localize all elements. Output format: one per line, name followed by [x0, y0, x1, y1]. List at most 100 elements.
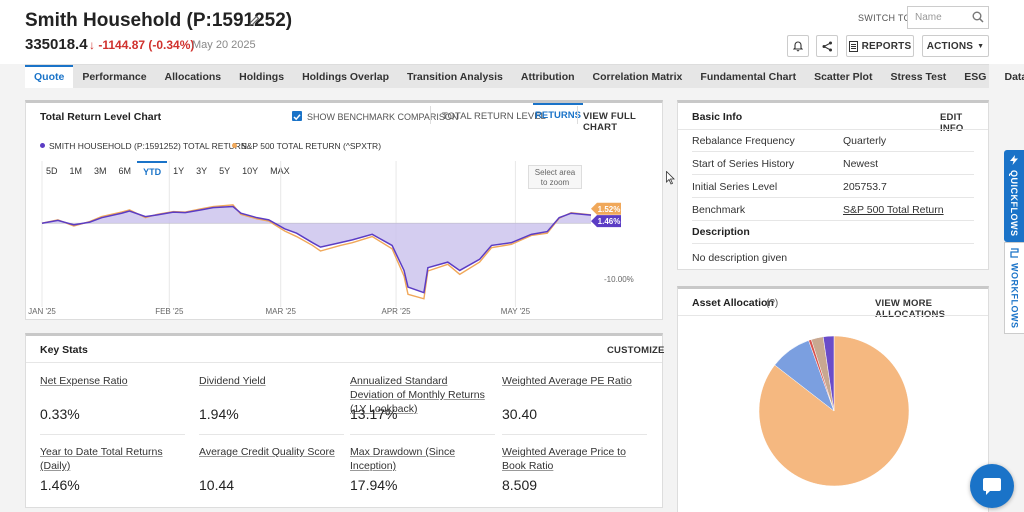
check-icon — [293, 114, 301, 121]
tab-attribution[interactable]: Attribution — [520, 71, 575, 83]
range-1y[interactable]: 1Y — [173, 166, 185, 176]
info-key: Benchmark — [692, 204, 746, 216]
divider — [199, 434, 344, 435]
key-stats-title: Key Stats — [40, 344, 88, 356]
portfolio-end-value: 1.46% — [598, 217, 621, 226]
switch-to-label: SWITCH TO: — [858, 13, 914, 23]
customize-link[interactable]: CUSTOMIZE — [607, 345, 665, 356]
reports-button[interactable]: REPORTS — [846, 35, 914, 57]
asset-allocation-pie[interactable] — [754, 331, 914, 491]
info-row: Initial Series Level 205753.7 — [692, 176, 974, 198]
tab-allocations[interactable]: Allocations — [164, 71, 222, 83]
basic-info-panel: Basic Info EDIT INFO Rebalance Frequency… — [677, 100, 989, 270]
range-6m[interactable]: 6M — [118, 166, 132, 176]
actions-button[interactable]: ACTIONS ▼ — [922, 35, 989, 57]
stat-value: 1.46% — [40, 477, 80, 493]
quickflows-label: QUICKFLOWS — [1009, 170, 1019, 237]
portfolio-end-tag — [591, 215, 621, 228]
total-return-level-toggle[interactable]: TOTAL RETURN LEVEL — [442, 111, 546, 122]
basic-info-title: Basic Info — [692, 111, 743, 123]
workflows-label: WORKFLOWS — [1009, 262, 1020, 329]
returns-toggle[interactable]: RETURNS — [533, 103, 583, 125]
share-button[interactable] — [816, 35, 838, 57]
view-full-chart-link[interactable]: VIEW FULL CHART — [583, 111, 636, 133]
stat-label[interactable]: Annualized Standard Deviation of Monthly… — [350, 375, 485, 415]
tab-data[interactable]: Data — [1004, 71, 1024, 83]
tab-performance[interactable]: Performance — [82, 71, 147, 83]
tab-holdings[interactable]: Holdings — [239, 71, 285, 83]
asset-allocation-title: Asset Allocation — [692, 297, 774, 309]
portfolio-area — [42, 206, 591, 293]
workflow-icon — [1010, 248, 1019, 258]
switch-to-search-input[interactable] — [907, 6, 989, 29]
tab-scatter-plot[interactable]: Scatter Plot — [814, 71, 873, 83]
range-5d[interactable]: 5D — [46, 166, 58, 176]
asset-allocation-panel: Asset Allocation (?) VIEW MORE ALLOCATIO… — [677, 286, 989, 512]
stat-label[interactable]: Year to Date Total Returns (Daily) — [40, 446, 163, 472]
stat-label[interactable]: Net Expense Ratio — [40, 375, 128, 387]
key-stats-panel: Key Stats CUSTOMIZE Net Expense Ratio 0.3… — [25, 333, 665, 508]
range-max[interactable]: MAX — [270, 166, 290, 176]
mouse-cursor-icon — [666, 171, 675, 185]
tab-stress-test[interactable]: Stress Test — [890, 71, 947, 83]
zoom-hint-line1: Select area — [534, 168, 576, 177]
info-value: Quarterly — [843, 135, 887, 147]
actions-label: ACTIONS — [926, 40, 974, 52]
view-more-allocations-link[interactable]: VIEW MORE ALLOCATIONS — [875, 298, 945, 320]
edit-info-link[interactable]: EDIT INFO — [940, 112, 963, 134]
document-icon — [848, 40, 858, 52]
tab-transition-analysis[interactable]: Transition Analysis — [407, 71, 503, 83]
caret-down-icon: ▼ — [977, 42, 985, 50]
x-tick-label: APR '25 — [382, 307, 412, 316]
divider — [692, 243, 974, 244]
x-tick-label: JAN '25 — [28, 307, 56, 316]
range-3m[interactable]: 3M — [94, 166, 107, 176]
price-change: ↓ -1144.87 (-0.34%) — [89, 38, 195, 52]
range-3y[interactable]: 3Y — [196, 166, 208, 176]
range-5y[interactable]: 5Y — [219, 166, 231, 176]
alerts-button[interactable] — [787, 35, 809, 57]
edit-pencil-icon[interactable] — [248, 14, 260, 28]
tab-esg[interactable]: ESG — [964, 71, 987, 83]
info-row: Benchmark S&P 500 Total Return — [692, 199, 974, 221]
stat-label[interactable]: Weighted Average PE Ratio — [502, 375, 632, 387]
benchmark-end-tag — [591, 202, 621, 215]
stat-label[interactable]: Average Credit Quality Score — [199, 446, 335, 458]
tab-fundamental-chart[interactable]: Fundamental Chart — [700, 71, 797, 83]
stat-label[interactable]: Dividend Yield — [199, 375, 266, 387]
tab-holdings-overlap[interactable]: Holdings Overlap — [302, 71, 389, 83]
range-1m[interactable]: 1M — [69, 166, 83, 176]
info-row: Start of Series History Newest — [692, 153, 974, 175]
y-tick-label: -10.00% — [604, 275, 634, 284]
bell-icon — [793, 41, 803, 52]
search-icon — [972, 11, 984, 23]
stat-label[interactable]: Max Drawdown (Since Inception) — [350, 446, 456, 472]
return-chart[interactable]: JAN '25 FEB '25 MAR '25 APR '25 MAY '25 -10.0… — [26, 161, 664, 321]
stat-value: 1.94% — [199, 406, 239, 422]
divider — [678, 129, 988, 130]
divider — [430, 106, 431, 124]
description-text: No description given — [692, 252, 788, 264]
divider — [678, 315, 988, 316]
pie-slice[interactable] — [822, 335, 835, 412]
x-tick-label: MAR '25 — [265, 307, 296, 316]
legend-portfolio-marker — [40, 143, 45, 148]
info-key: Initial Series Level — [692, 181, 778, 193]
portfolio-line — [41, 205, 592, 294]
price-date: May 20 2025 — [192, 39, 256, 51]
chat-button[interactable] — [970, 464, 1014, 508]
benchmark-checkbox-label: SHOW BENCHMARK COMPARISON — [307, 112, 459, 122]
tab-correlation-matrix[interactable]: Correlation Matrix — [592, 71, 683, 83]
workflows-tab[interactable]: WORKFLOWS — [1004, 242, 1024, 334]
range-10y[interactable]: 10Y — [242, 166, 259, 176]
quickflows-tab[interactable]: QUICKFLOWS — [1004, 150, 1024, 242]
benchmark-checkbox[interactable] — [292, 111, 302, 121]
help-icon[interactable]: (?) — [766, 298, 779, 309]
info-value[interactable]: S&P 500 Total Return — [843, 204, 944, 216]
tab-quote[interactable]: Quote — [25, 65, 74, 88]
stat-label[interactable]: Weighted Average Price to Book Ratio — [502, 446, 626, 472]
range-ytd[interactable]: YTD — [137, 161, 168, 181]
info-key: Rebalance Frequency — [692, 135, 795, 147]
info-value: Newest — [843, 158, 879, 170]
description-heading: Description — [692, 226, 750, 238]
